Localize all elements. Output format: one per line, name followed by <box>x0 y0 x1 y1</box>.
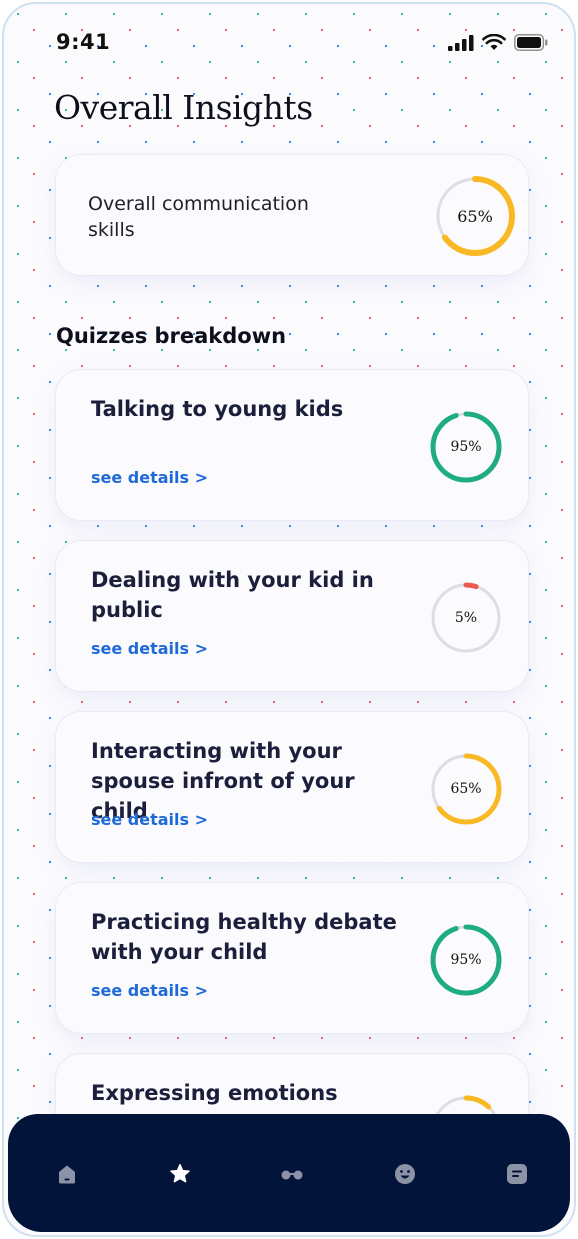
quiz-progress-ring: 5% <box>429 581 503 655</box>
tab-favorites[interactable] <box>168 1162 192 1186</box>
overall-label: Overall communication skills <box>88 193 309 241</box>
quiz-title: Talking to young kids <box>91 397 344 421</box>
page-title: Overall Insights <box>54 88 313 127</box>
quiz-card[interactable]: Talking to young kids see details > 95% <box>55 369 529 521</box>
quiz-card[interactable]: Practicing healthy debate with your chil… <box>55 882 529 1034</box>
overall-percent: 65% <box>457 206 493 226</box>
tab-insights[interactable] <box>280 1162 304 1186</box>
tab-notes[interactable] <box>505 1162 529 1186</box>
see-details-link[interactable]: see details > <box>91 981 209 1000</box>
cellular-signal-icon <box>448 34 474 51</box>
home-icon <box>59 1165 75 1184</box>
glasses-icon <box>281 1170 303 1180</box>
status-icons <box>448 34 548 51</box>
star-icon <box>170 1163 190 1183</box>
quiz-card[interactable]: Interacting with your spouse infront of … <box>55 711 529 863</box>
battery-icon <box>514 34 548 51</box>
quiz-progress-ring: 65% <box>429 752 503 826</box>
see-details-link[interactable]: see details > <box>91 468 209 487</box>
tab-home[interactable] <box>55 1162 79 1186</box>
notes-icon <box>507 1164 527 1184</box>
quiz-title: Expressing emotions <box>91 1081 338 1105</box>
overall-progress-ring: 65% <box>434 175 516 257</box>
quiz-percent: 95% <box>450 439 482 455</box>
status-bar: 9:41 <box>4 4 574 84</box>
see-details-link[interactable]: see details > <box>91 810 209 829</box>
quiz-title: Practicing healthy debate with your chil… <box>91 910 397 964</box>
tab-mood[interactable] <box>393 1162 417 1186</box>
quiz-title: Dealing with your kid in public <box>91 568 374 622</box>
quiz-card[interactable]: Dealing with your kid in public see deta… <box>55 540 529 692</box>
quiz-percent: 95% <box>450 952 482 968</box>
quiz-progress-ring: 95% <box>429 923 503 997</box>
status-time: 9:41 <box>56 30 111 54</box>
see-details-link[interactable]: see details > <box>91 639 209 658</box>
section-title-quizzes: Quizzes breakdown <box>56 324 287 348</box>
wifi-icon <box>482 34 506 50</box>
emoji-icon <box>395 1164 415 1184</box>
quiz-title: Interacting with your spouse infront of … <box>91 739 355 823</box>
quiz-percent: 5% <box>454 610 478 626</box>
bottom-tab-bar <box>8 1114 570 1232</box>
overall-card: Overall communication skills 65% <box>55 154 529 276</box>
quiz-percent: 65% <box>450 781 482 797</box>
quiz-progress-ring: 95% <box>429 410 503 484</box>
